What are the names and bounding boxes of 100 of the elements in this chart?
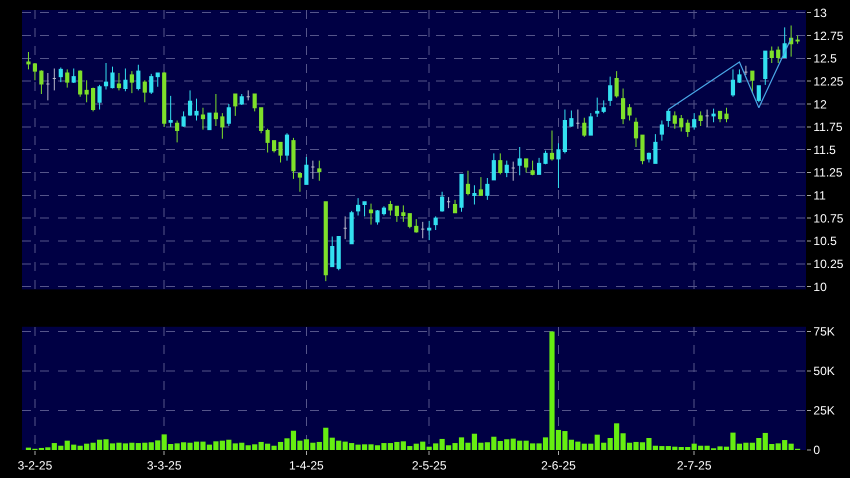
candlestick [310, 160, 315, 180]
candlestick [97, 84, 102, 110]
candlestick [252, 94, 257, 112]
candlestick [32, 62, 38, 81]
candlestick [569, 110, 574, 128]
candlestick [368, 203, 374, 226]
candlestick [26, 52, 31, 70]
x-tick-label: 2-7-25 [676, 458, 712, 472]
candlestick [770, 46, 774, 64]
candlestick [58, 67, 63, 83]
candlestick [188, 90, 192, 116]
candlestick [737, 68, 742, 84]
candlestick [776, 46, 780, 64]
candlestick [220, 112, 224, 140]
candlestick [336, 236, 341, 271]
candlestick [498, 152, 502, 175]
x-tick-label: 3-2-25 [18, 458, 53, 472]
candlestick [660, 120, 664, 142]
y-tick-label: 11.75 [813, 120, 843, 134]
candlestick [240, 94, 244, 106]
candlestick [156, 72, 160, 88]
candlestick [388, 200, 392, 216]
candlestick [123, 68, 128, 92]
candlestick [518, 146, 522, 176]
candlestick [343, 216, 348, 240]
candlestick [168, 95, 173, 128]
candlestick [162, 72, 166, 128]
candlestick [452, 199, 458, 214]
candlestick [356, 198, 360, 216]
candlestick [65, 68, 70, 88]
candlestick [324, 201, 328, 282]
candlestick [602, 100, 606, 114]
candlestick [304, 156, 308, 185]
y-tick-label: 12.5 [813, 52, 838, 66]
y-tick-label: 10 [813, 280, 828, 294]
y-tick-label: 13 [813, 6, 828, 20]
candlestick [744, 65, 748, 76]
candlestick [284, 132, 290, 162]
candlestick [72, 68, 76, 84]
candlestick [536, 157, 542, 175]
y-tick-label: 0 [813, 443, 820, 458]
y-tick-label: 11.5 [813, 142, 836, 157]
line-series [668, 38, 792, 110]
candlestick [789, 25, 794, 58]
candlestick [142, 80, 147, 103]
candlestick [698, 110, 703, 126]
candlestick [317, 160, 322, 182]
candlestick [382, 206, 386, 216]
candlestick [763, 50, 768, 86]
candlestick [408, 213, 412, 229]
candlestick [634, 117, 638, 148]
x-tick-label: 1-4-25 [289, 458, 324, 472]
candlestick [52, 68, 56, 91]
candlestick [556, 142, 561, 189]
candlestick [686, 119, 690, 138]
y-tick-label: 25K [813, 404, 835, 418]
candlestick [466, 170, 470, 196]
candlestick [576, 109, 580, 130]
candlestick [414, 218, 418, 234]
candlestick [84, 80, 89, 103]
candlestick [756, 85, 761, 103]
candlestick [233, 94, 238, 116]
candlestick [291, 137, 296, 180]
candlestick [459, 174, 464, 212]
candlestick [608, 76, 612, 106]
candlestick [582, 117, 586, 138]
candlestick [182, 110, 186, 128]
candlestick [679, 114, 684, 132]
candlestick [130, 70, 134, 94]
candlestick [266, 128, 270, 153]
candlestick [672, 110, 677, 130]
y-tick-label: 11.25 [813, 166, 843, 180]
candlestick [298, 172, 302, 192]
candlestick [504, 160, 509, 178]
candlestick [627, 104, 632, 121]
candlestick [149, 73, 154, 94]
y-tick-label: 12.25 [813, 74, 844, 88]
candlestick [39, 70, 44, 94]
candlestick [550, 130, 554, 162]
candlestick [588, 112, 593, 136]
y-tick-label: 75K [813, 324, 835, 339]
candlestick [226, 104, 231, 126]
candlestick [200, 107, 206, 130]
candlestick [207, 112, 212, 130]
candlestick [730, 68, 736, 98]
y-tick-label: 12.75 [813, 28, 844, 43]
candlestick [511, 161, 516, 182]
candlestick [446, 196, 451, 209]
candlestick [640, 134, 645, 165]
y-tick-label: 50K [813, 364, 835, 378]
candlestick [136, 64, 140, 91]
candlestick [350, 210, 354, 244]
candlestick [562, 109, 567, 154]
x-tick-label: 2-5-25 [412, 458, 447, 472]
candlestick [621, 88, 626, 125]
candlestick [116, 72, 122, 91]
candlestick [666, 109, 670, 128]
candlestick [614, 70, 619, 98]
candlestick [724, 107, 729, 123]
candlestick [401, 204, 406, 222]
